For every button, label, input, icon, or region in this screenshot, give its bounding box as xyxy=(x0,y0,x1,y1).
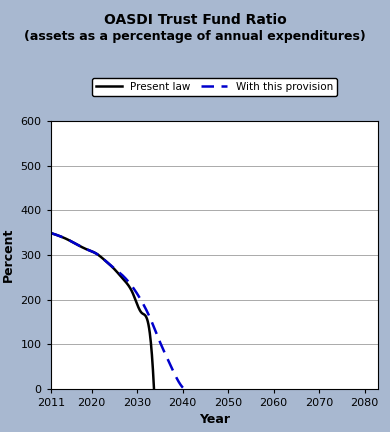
Text: OASDI Trust Fund Ratio: OASDI Trust Fund Ratio xyxy=(104,13,286,27)
Legend: Present law, With this provision: Present law, With this provision xyxy=(92,78,337,96)
X-axis label: Year: Year xyxy=(199,413,230,426)
Text: (assets as a percentage of annual expenditures): (assets as a percentage of annual expend… xyxy=(24,30,366,43)
Y-axis label: Percent: Percent xyxy=(2,228,15,282)
